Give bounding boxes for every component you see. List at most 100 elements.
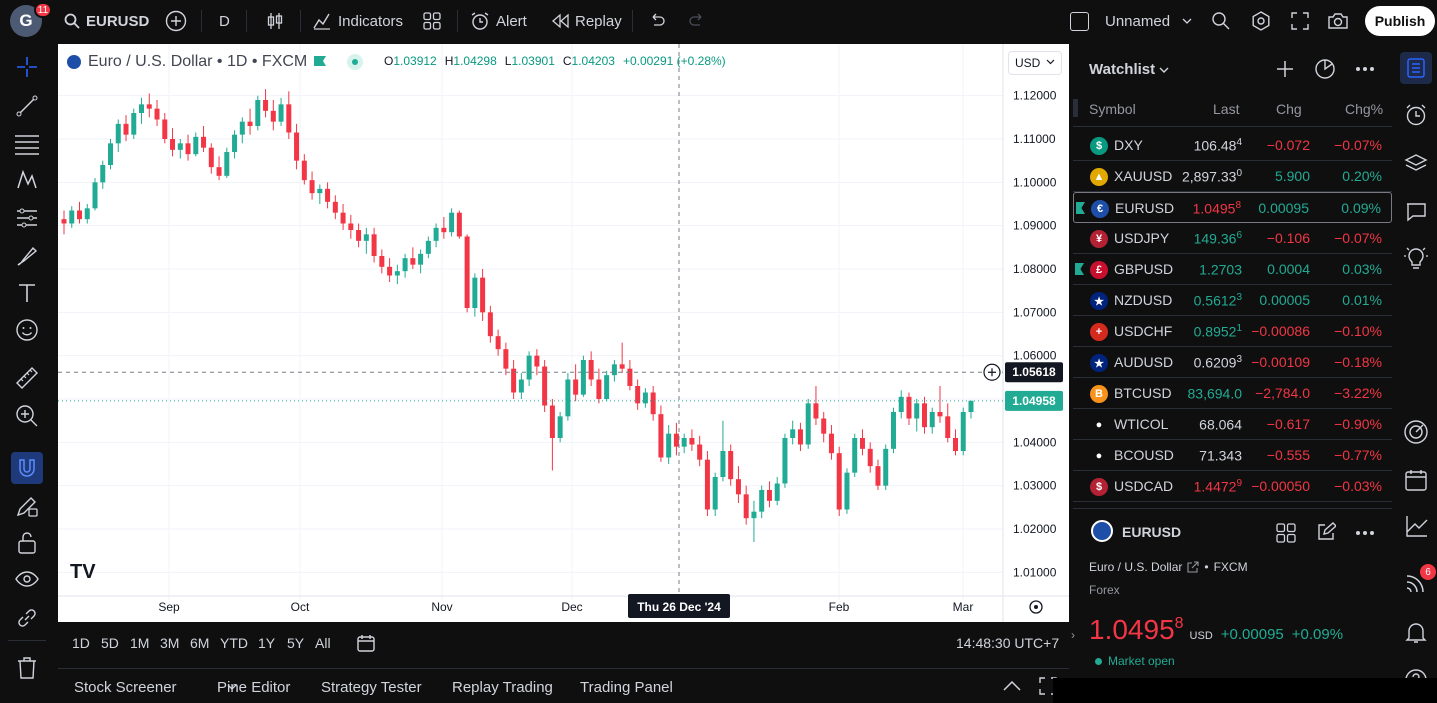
watchlist-row[interactable]: ★ AUDUSD 0.62093 −0.00109 −0.18% [1073, 347, 1392, 378]
settings-button[interactable] [1251, 0, 1271, 42]
lock-drawing-tool[interactable] [11, 490, 43, 522]
tech-analysis-button[interactable] [1400, 416, 1432, 448]
notifications-button[interactable] [1400, 616, 1432, 648]
advanced-view-icon[interactable] [1314, 58, 1336, 80]
details-name[interactable]: Euro / U.S. Dollar [1089, 560, 1183, 574]
calendar-button[interactable] [1400, 464, 1432, 496]
details-symbol[interactable]: EURUSD [1122, 524, 1182, 540]
currency-select[interactable]: USD [1008, 51, 1062, 75]
range-button-1m[interactable]: 1M [130, 635, 150, 651]
flag-icon[interactable] [1076, 202, 1085, 214]
chart-settings-icon[interactable] [1029, 600, 1043, 614]
templates-button[interactable] [423, 0, 441, 42]
watchlist-row[interactable]: ● WTICOL 68.064 −0.617 −0.90% [1073, 409, 1392, 440]
alerts-widget-button[interactable] [1400, 99, 1432, 131]
tab-stock-screener[interactable]: Stock Screener [74, 679, 177, 696]
watchlist-row[interactable]: ● BCOUSD 71.343 −0.555 −0.77% [1073, 440, 1392, 471]
tab-trading-panel[interactable]: Trading Panel [580, 679, 673, 696]
pine-button[interactable] [1400, 510, 1432, 542]
replay-button[interactable]: Replay [551, 0, 622, 42]
range-button-3m[interactable]: 3M [160, 635, 180, 651]
compare-button[interactable] [165, 0, 187, 42]
range-button-1y[interactable]: 1Y [258, 635, 276, 651]
emoji-tool[interactable] [11, 314, 43, 346]
snapshot-button[interactable] [1327, 0, 1349, 42]
quick-search-button[interactable] [1211, 0, 1231, 42]
trendline-tool[interactable] [11, 90, 43, 122]
undo-button[interactable] [648, 0, 666, 42]
chevron-right-icon[interactable]: › [1071, 628, 1075, 642]
edit-icon[interactable] [1316, 522, 1336, 542]
alert-button[interactable]: Alert [470, 0, 527, 42]
goto-date-button[interactable] [356, 624, 376, 662]
external-link-icon[interactable] [1187, 561, 1199, 573]
magnet-tool[interactable] [11, 452, 43, 484]
remove-drawings-tool[interactable] [11, 652, 43, 684]
range-button-1d[interactable]: 1D [72, 635, 90, 651]
column-header-chg-pct[interactable]: Chg% [1345, 101, 1384, 117]
ideas-button[interactable] [1400, 242, 1432, 274]
range-button-5d[interactable]: 5D [101, 635, 119, 651]
more-icon[interactable] [1355, 66, 1375, 72]
brush-tool[interactable] [11, 240, 43, 272]
range-button-ytd[interactable]: YTD [220, 635, 248, 651]
chevron-up-icon[interactable] [1003, 681, 1021, 691]
candle-body [123, 123, 129, 135]
streams-button[interactable]: 6 [1400, 564, 1436, 599]
column-resize-handle[interactable] [1073, 99, 1078, 117]
pattern-tool[interactable] [11, 164, 43, 196]
chats-button[interactable] [1400, 196, 1432, 228]
chart-pane[interactable]: 1.12000 1.11000 1.10000 1.09000 1.08000 1.070… [58, 44, 1069, 622]
flag-icon[interactable] [1075, 263, 1084, 275]
flag-icon[interactable] [313, 55, 327, 69]
grid-icon[interactable] [1276, 523, 1296, 543]
watchlist-row[interactable]: B BTCUSD 83,694.0 −2,784.0 −3.22% [1073, 378, 1392, 409]
add-symbol-icon[interactable] [1276, 60, 1294, 78]
publish-button[interactable]: Publish [1365, 6, 1435, 36]
range-button-all[interactable]: All [315, 635, 331, 651]
column-header-last[interactable]: Last [1213, 101, 1240, 117]
crosshair-tool[interactable] [11, 51, 43, 83]
object-tree-button[interactable] [1400, 148, 1432, 180]
ruler-tool[interactable] [11, 362, 43, 394]
watchlist-row[interactable]: ▲ XAUUSD 2,897.330 5.900 0.20% [1073, 161, 1392, 192]
redo-button[interactable] [688, 0, 706, 42]
column-header-symbol[interactable]: Symbol [1089, 101, 1136, 117]
watchlist-row[interactable]: € EURUSD 1.04958 0.00095 0.09% [1073, 192, 1392, 223]
text-tool[interactable] [11, 277, 43, 309]
tab-replay-trading[interactable]: Replay Trading [452, 679, 553, 696]
fullscreen-button[interactable] [1291, 0, 1309, 42]
sync-drawings-tool[interactable] [11, 602, 43, 634]
watchlist-row[interactable]: ★ NZDUSD 0.56123 0.00005 0.01% [1073, 285, 1392, 316]
range-button-6m[interactable]: 6M [190, 635, 210, 651]
watchlist-widget-button[interactable] [1400, 52, 1432, 84]
watchlist-row[interactable]: + USDCHF 0.89521 −0.00086 −0.10% [1073, 316, 1392, 347]
row-change-pct: 0.01% [1342, 292, 1382, 308]
interval-button[interactable]: D [219, 0, 230, 42]
price-chart[interactable]: 1.12000 1.11000 1.10000 1.09000 1.08000 1.070… [58, 44, 1069, 622]
indicators-button[interactable]: Indicators [312, 0, 403, 42]
layout-button[interactable]: Unnamed [1070, 0, 1192, 42]
watchlist-row[interactable]: $ DXY 106.484 −0.072 −0.07% [1073, 130, 1392, 161]
timezone-clock[interactable]: 14:48:30 UTC+7 [956, 624, 1059, 662]
symbol-search-button[interactable]: EURUSD [64, 0, 149, 42]
lock-all-tool[interactable] [11, 527, 43, 559]
undo-icon [648, 13, 666, 29]
user-avatar[interactable]: G 11 [10, 2, 52, 37]
hide-drawings-tool[interactable] [11, 563, 43, 595]
zoom-tool[interactable] [11, 400, 43, 432]
range-button-5y[interactable]: 5Y [287, 635, 305, 651]
watchlist-row[interactable]: $ USDCAD 1.44729 −0.00050 −0.03% [1073, 471, 1392, 502]
chart-type-button[interactable] [265, 0, 285, 42]
column-header-chg[interactable]: Chg [1276, 101, 1302, 117]
chevron-down-icon[interactable] [227, 683, 237, 691]
market-status-icon[interactable] [347, 54, 364, 70]
watchlist-row[interactable]: ¥ USDJPY 149.366 −0.106 −0.07% [1073, 223, 1392, 254]
forecast-tool[interactable] [11, 202, 43, 234]
tab-pine-editor[interactable]: Pine Editor [217, 679, 291, 696]
fib-tool[interactable] [11, 128, 43, 160]
more-icon[interactable] [1355, 530, 1375, 536]
tab-strategy-tester[interactable]: Strategy Tester [321, 679, 422, 696]
watchlist-row[interactable]: £ GBPUSD 1.2703 0.0004 0.03% [1073, 254, 1392, 285]
watchlist-title-button[interactable]: Watchlist [1089, 61, 1169, 78]
